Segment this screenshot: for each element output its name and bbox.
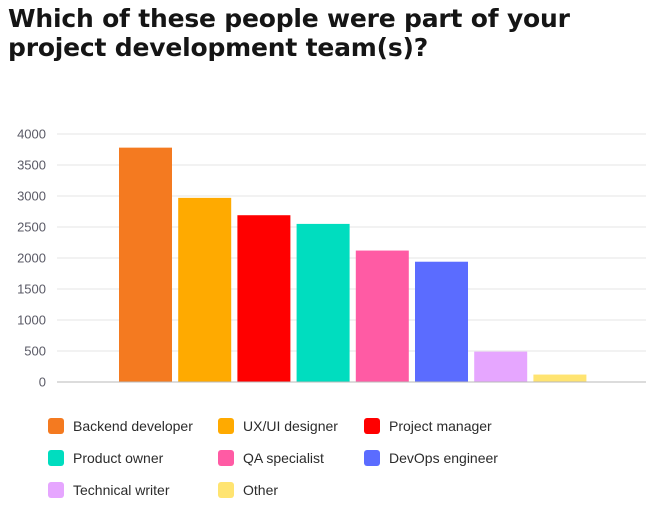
y-tick-label: 2000 (17, 251, 46, 266)
legend-swatch (364, 418, 380, 434)
bar-project-manager (237, 215, 291, 382)
legend-label: Technical writer (73, 482, 170, 498)
legend-swatch (48, 418, 64, 434)
y-tick-label: 0 (39, 375, 46, 390)
legend-item: Project manager (364, 418, 564, 434)
bar-ux-ui-designer (178, 197, 232, 382)
legend-label: DevOps engineer (389, 450, 498, 466)
legend-item: Other (218, 482, 364, 498)
legend-item: UX/UI designer (218, 418, 364, 434)
bar-backend-developer (119, 147, 172, 382)
chart-title: Which of these people were part of your … (8, 4, 570, 62)
legend-label: UX/UI designer (243, 418, 338, 434)
bar-product-owner (296, 223, 350, 382)
bar-chart: 0 500 1000 1500 2000 2500 3000 3500 4000 (17, 127, 646, 390)
legend-swatch (218, 450, 234, 466)
legend-item: Technical writer (48, 482, 218, 498)
legend-item: QA specialist (218, 450, 364, 466)
legend-swatch (48, 450, 64, 466)
legend-label: QA specialist (243, 450, 324, 466)
y-tick-label: 1000 (17, 313, 46, 328)
legend-swatch (218, 418, 234, 434)
y-tick-label: 1500 (17, 282, 46, 297)
legend-item: DevOps engineer (364, 450, 564, 466)
legend-label: Product owner (73, 450, 164, 466)
bars (119, 147, 587, 382)
bar-other (533, 374, 587, 382)
legend-swatch (218, 482, 234, 498)
y-tick-label: 2500 (17, 220, 46, 235)
legend-swatch (364, 450, 380, 466)
legend: Backend developer UX/UI designer Project m… (48, 418, 608, 498)
legend-swatch (48, 482, 64, 498)
legend-item: Backend developer (48, 418, 218, 434)
bar-devops-engineer (415, 261, 468, 382)
bar-qa-specialist (355, 250, 409, 382)
y-axis-ticks: 0 500 1000 1500 2000 2500 3000 3500 4000 (17, 127, 46, 390)
y-tick-label: 3500 (17, 158, 46, 173)
y-tick-label: 3000 (17, 189, 46, 204)
legend-item: Product owner (48, 450, 218, 466)
legend-label: Backend developer (73, 418, 193, 434)
bar-technical-writer (474, 351, 528, 382)
legend-label: Other (243, 482, 279, 498)
legend-label: Project manager (389, 418, 492, 434)
y-tick-label: 500 (24, 344, 46, 359)
y-tick-label: 4000 (17, 127, 46, 142)
